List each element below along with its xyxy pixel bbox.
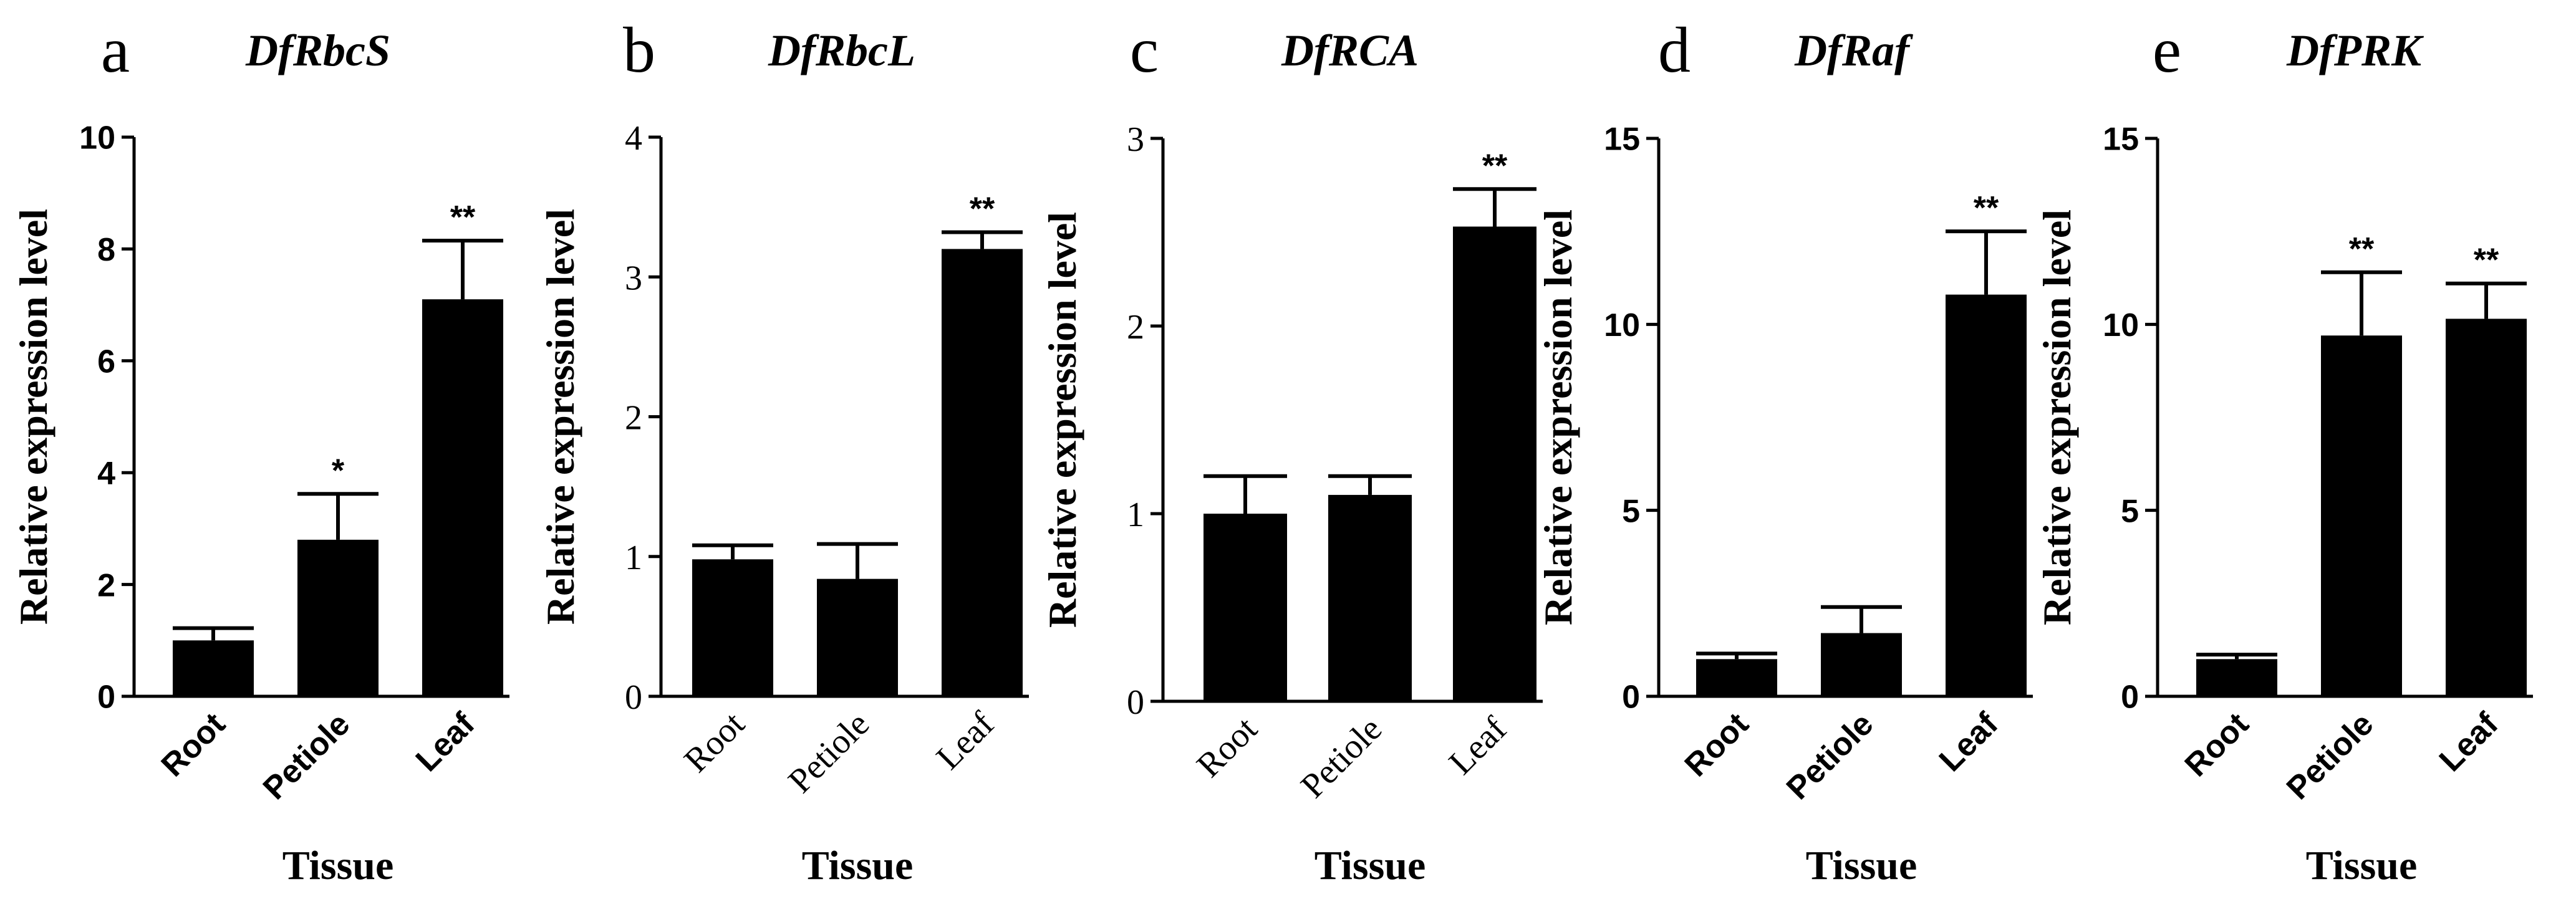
x-tick-label: Root bbox=[1678, 706, 1756, 784]
x-tick-label: Root bbox=[2178, 706, 2256, 784]
bar-root bbox=[1696, 659, 1777, 696]
y-axis-label: Relative expression level bbox=[2035, 209, 2079, 625]
x-tick-label: Leaf bbox=[1932, 706, 2005, 779]
x-tick-label: Leaf bbox=[2433, 706, 2506, 779]
chart-title: DfRaf bbox=[1794, 26, 1913, 75]
y-tick-label: 10 bbox=[2103, 307, 2139, 343]
significance-marker: ** bbox=[450, 199, 476, 236]
significance-marker: * bbox=[332, 453, 345, 489]
y-tick-label: 10 bbox=[79, 120, 115, 156]
significance-marker: ** bbox=[1482, 148, 1508, 184]
y-tick-label: 10 bbox=[1604, 307, 1640, 343]
panel-label: e bbox=[2153, 14, 2181, 86]
y-tick-label: 3 bbox=[625, 259, 642, 297]
bar-petiole bbox=[1328, 494, 1412, 701]
panel-label: b bbox=[623, 14, 655, 86]
bar-petiole bbox=[2321, 335, 2402, 696]
y-axis-label: Relative expression level bbox=[1536, 209, 1580, 625]
x-tick-label: Root bbox=[677, 704, 752, 780]
bar-leaf bbox=[422, 299, 503, 696]
x-axis-label: Tissue bbox=[2306, 843, 2418, 888]
y-tick-label: 0 bbox=[2121, 679, 2139, 716]
y-tick-label: 5 bbox=[1622, 493, 1640, 529]
bar-root bbox=[2196, 659, 2277, 696]
y-tick-label: 0 bbox=[1622, 679, 1640, 716]
y-tick-label: 15 bbox=[2103, 122, 2139, 158]
x-axis-label: Tissue bbox=[1806, 843, 1918, 888]
y-tick-label: 1 bbox=[1127, 496, 1144, 534]
bar-leaf bbox=[2446, 319, 2527, 697]
significance-marker: ** bbox=[970, 191, 995, 227]
chart-panel-c: c DfRCA 0 1 2 3 Relative expression level Root P… bbox=[1040, 14, 1543, 888]
bar-petiole bbox=[1821, 633, 1902, 696]
y-tick-label: 2 bbox=[625, 399, 642, 438]
x-tick-label: Petiole bbox=[1780, 706, 1881, 807]
x-tick-label: Petiole bbox=[1293, 709, 1389, 805]
y-tick-label: 6 bbox=[97, 344, 115, 380]
chart-panel-e: e DfPRK 0 5 10 15 Relative expression level Roo… bbox=[2035, 14, 2533, 888]
x-tick-label: Petiole bbox=[2280, 706, 2381, 807]
chart-panel-b: b DfRbcL 0 1 2 3 4 Relative expression level Roo… bbox=[538, 14, 1029, 888]
x-tick-label: Leaf bbox=[929, 704, 1002, 777]
x-axis-label: Tissue bbox=[802, 843, 914, 888]
y-tick-label: 8 bbox=[97, 232, 115, 268]
significance-marker: ** bbox=[2349, 231, 2375, 267]
y-axis-label: Relative expression level bbox=[538, 209, 582, 625]
y-tick-label: 4 bbox=[97, 456, 115, 492]
y-tick-label: 3 bbox=[1127, 120, 1144, 159]
chart-title: DfRCA bbox=[1281, 26, 1419, 75]
bar-root bbox=[173, 640, 254, 696]
x-tick-label: Leaf bbox=[1442, 709, 1515, 782]
panel-label: c bbox=[1130, 14, 1159, 86]
x-tick-label: Root bbox=[1189, 709, 1265, 785]
chart-title: DfRbcL bbox=[768, 26, 915, 75]
y-axis-label: Relative expression level bbox=[1040, 212, 1084, 628]
significance-marker: ** bbox=[2474, 242, 2499, 279]
bar-petiole bbox=[817, 578, 898, 696]
x-tick-label: Root bbox=[155, 706, 233, 784]
bar-petiole bbox=[297, 539, 379, 696]
panel-label: a bbox=[101, 14, 130, 86]
y-tick-label: 2 bbox=[1127, 308, 1144, 347]
y-tick-label: 1 bbox=[625, 539, 642, 577]
bar-leaf bbox=[1946, 294, 2027, 697]
x-tick-label: Petiole bbox=[256, 706, 357, 807]
y-tick-label: 15 bbox=[1604, 122, 1640, 158]
y-tick-label: 0 bbox=[1127, 683, 1144, 722]
significance-marker: ** bbox=[1974, 190, 1999, 226]
y-tick-label: 0 bbox=[97, 679, 115, 716]
bar-root bbox=[1204, 514, 1287, 701]
bar-leaf bbox=[942, 249, 1023, 696]
y-tick-label: 2 bbox=[97, 567, 115, 603]
y-axis-label: Relative expression level bbox=[11, 209, 55, 625]
chart-title: DfRbcS bbox=[245, 26, 390, 75]
chart-title: DfPRK bbox=[2286, 26, 2424, 75]
x-tick-label: Petiole bbox=[781, 704, 877, 800]
y-tick-label: 5 bbox=[2121, 493, 2139, 529]
x-axis-label: Tissue bbox=[282, 843, 394, 888]
bar-root bbox=[692, 559, 773, 696]
bar-leaf bbox=[1453, 226, 1536, 702]
chart-panel-d: d DfRaf 0 5 10 15 Relative expression level Roo… bbox=[1536, 14, 2033, 888]
x-axis-label: Tissue bbox=[1315, 843, 1426, 888]
panel-label: d bbox=[1658, 14, 1691, 86]
chart-panel-a: a DfRbcS 0 2 4 6 8 10 Relative expression level R… bbox=[11, 14, 509, 888]
y-tick-label: 0 bbox=[625, 678, 642, 717]
y-tick-label: 4 bbox=[625, 119, 642, 158]
x-tick-label: Leaf bbox=[409, 706, 482, 779]
